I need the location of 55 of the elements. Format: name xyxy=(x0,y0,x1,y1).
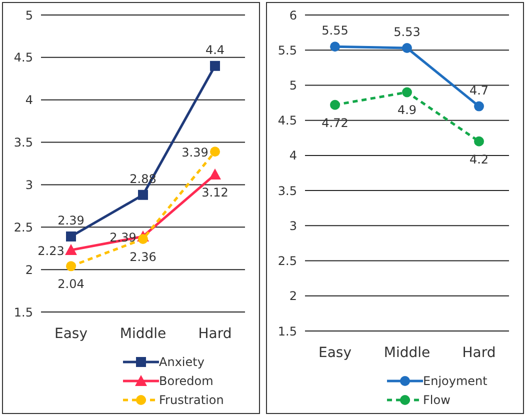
y-tick-label: 4.5 xyxy=(278,114,297,128)
point xyxy=(138,234,148,244)
data-label: 2.23 xyxy=(38,244,64,258)
point xyxy=(138,190,148,200)
x-tick-label: Easy xyxy=(318,344,352,361)
y-tick-label: 2.5 xyxy=(278,254,297,268)
y-tick-label: 5 xyxy=(25,8,33,22)
point xyxy=(210,146,220,157)
point xyxy=(66,231,76,242)
data-label: 2.04 xyxy=(58,277,84,292)
point xyxy=(402,87,412,98)
y-tick-label: 1.5 xyxy=(278,324,297,338)
legend-label: Enjoyment xyxy=(423,374,488,388)
x-tick-label: Middle xyxy=(120,326,166,342)
x-tick-label: Easy xyxy=(54,326,88,342)
data-label: 4.9 xyxy=(397,103,417,118)
x-tick-label: Hard xyxy=(198,326,232,342)
y-tick-label: 5 xyxy=(289,78,297,92)
point xyxy=(210,60,220,71)
y-tick-label: 1.5 xyxy=(14,305,33,320)
point xyxy=(66,261,76,272)
y-tick-label: 3 xyxy=(289,218,297,233)
y-tick-label: 2 xyxy=(25,262,33,277)
data-label: 4.4 xyxy=(205,42,225,57)
y-tick-label: 4 xyxy=(25,93,33,108)
legend-label: Frustration xyxy=(159,392,224,406)
point xyxy=(330,42,340,52)
data-label: 4.2 xyxy=(469,152,489,166)
data-label: 5.53 xyxy=(394,25,420,40)
point xyxy=(209,168,221,180)
y-tick-label: 5.5 xyxy=(278,43,297,58)
data-label: 3.39 xyxy=(182,146,208,160)
y-tick-label: 3 xyxy=(25,178,33,192)
data-label: 2.39 xyxy=(58,213,84,228)
y-tick-label: 2.5 xyxy=(14,220,33,234)
data-label: 5.55 xyxy=(322,24,348,38)
y-tick-label: 2 xyxy=(289,289,297,304)
legend-label: Flow xyxy=(423,392,450,406)
x-tick-label: Hard xyxy=(462,344,496,361)
y-tick-label: 6 xyxy=(289,8,297,22)
legend-label: Boredom xyxy=(159,374,214,388)
data-label: 4.7 xyxy=(469,83,489,98)
point xyxy=(402,43,412,54)
point xyxy=(474,136,484,146)
legend-label: Anxiety xyxy=(159,354,204,368)
data-label: 2.36 xyxy=(130,250,156,264)
y-tick-label: 4.5 xyxy=(14,50,33,65)
data-label: 3.12 xyxy=(202,186,228,200)
point xyxy=(474,101,484,112)
y-tick-label: 3.5 xyxy=(14,136,33,150)
x-tick-label: Middle xyxy=(384,344,430,361)
y-tick-label: 4 xyxy=(289,148,297,163)
point xyxy=(330,100,340,110)
point xyxy=(65,244,77,256)
y-tick-label: 3.5 xyxy=(278,184,297,198)
